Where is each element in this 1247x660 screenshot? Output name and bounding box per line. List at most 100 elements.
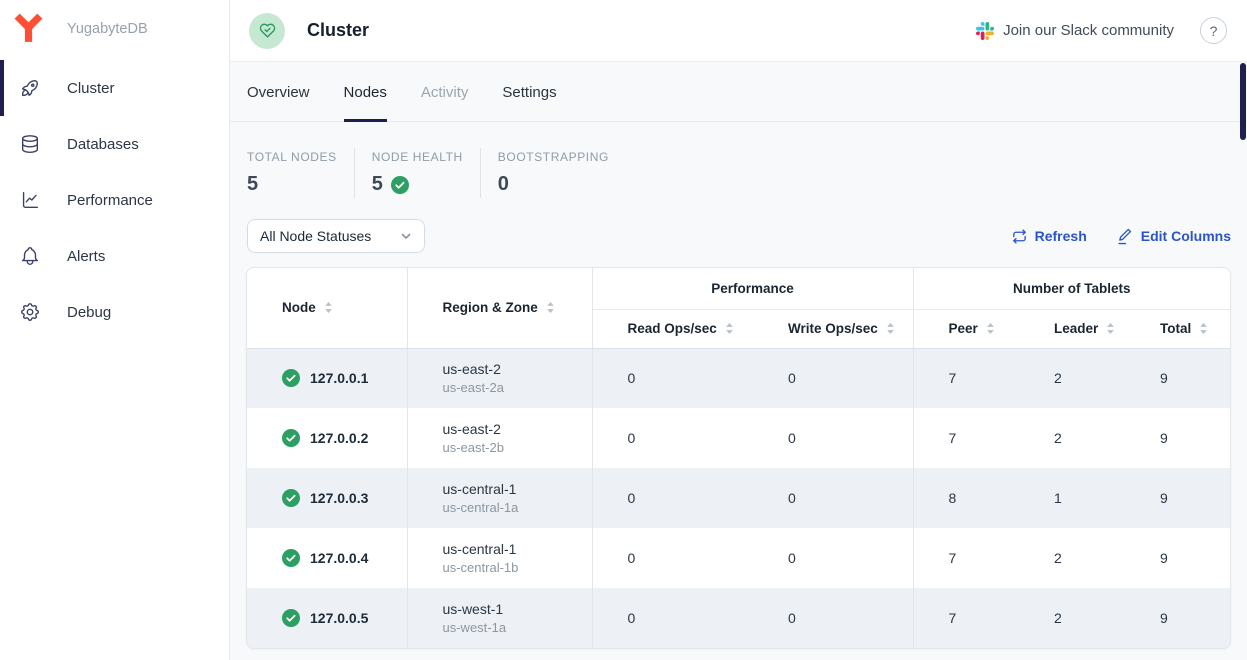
table-actions: Refresh Edit Columns	[1011, 228, 1231, 245]
table-row: 127.0.0.5 us-west-1 us-west-1a 0 0 7 2 9	[247, 588, 1230, 648]
zone: us-east-2b	[442, 440, 504, 455]
node-status-filter-select[interactable]: All Node Statuses	[247, 219, 425, 253]
read-ops-cell: 0	[627, 430, 636, 446]
tab-nodes[interactable]: Nodes	[343, 62, 388, 122]
table-row: 127.0.0.1 us-east-2 us-east-2a 0 0 7 2 9	[247, 348, 1230, 408]
stat-total-nodes: TOTAL NODES 5	[247, 148, 354, 198]
sidebar-item-label: Debug	[67, 303, 112, 321]
read-ops-cell: 0	[627, 550, 636, 566]
node-healthy-icon	[282, 429, 300, 447]
peer-cell: 8	[948, 490, 957, 506]
stat-value: 5	[372, 173, 463, 196]
edit-columns-button[interactable]: Edit Columns	[1117, 228, 1231, 245]
node-address: 127.0.0.2	[310, 430, 369, 446]
sidebar-item-performance[interactable]: Performance	[0, 172, 229, 228]
page-title: Cluster	[307, 20, 370, 40]
write-ops-cell: 0	[753, 528, 914, 588]
sort-icon	[1198, 323, 1209, 334]
node-status-filter-value: All Node Statuses	[260, 228, 372, 244]
region: us-west-1	[442, 601, 504, 617]
column-header-node[interactable]: Node	[247, 268, 408, 349]
column-header-peer[interactable]: Peer	[913, 309, 1020, 349]
peer-cell: 7	[948, 370, 957, 387]
column-header-total[interactable]: Total	[1125, 309, 1230, 349]
main-panel: Cluster Join our Slack community ? Overv	[230, 0, 1247, 660]
stat-value: 5	[247, 173, 259, 195]
leader-cell: 1	[1054, 490, 1062, 506]
zone: us-central-1a	[442, 500, 519, 515]
node-cell: 127.0.0.4	[247, 528, 408, 588]
line-chart-icon	[19, 189, 41, 211]
sort-icon	[323, 302, 334, 314]
leader-cell: 2	[1054, 610, 1062, 626]
total-cell: 9	[1160, 610, 1168, 626]
sidebar-item-label: Cluster	[67, 79, 115, 97]
sort-icon	[724, 323, 735, 334]
check-circle-icon	[390, 175, 409, 194]
sidebar-item-cluster[interactable]: Cluster	[0, 60, 229, 116]
sort-icon	[545, 302, 556, 314]
database-icon	[19, 133, 41, 155]
leader-cell: 2	[1054, 370, 1062, 387]
sort-icon	[1105, 323, 1116, 334]
node-address: 127.0.0.5	[310, 610, 369, 626]
node-healthy-icon	[282, 549, 300, 567]
node-healthy-icon	[282, 369, 300, 388]
write-ops-cell: 0	[753, 588, 914, 648]
read-ops-cell: 0	[627, 610, 636, 626]
column-header-read-ops[interactable]: Read Ops/sec	[592, 309, 753, 349]
zone: us-east-2a	[442, 380, 504, 396]
stat-number: 5	[371, 173, 383, 195]
node-stats: TOTAL NODES 5 NODE HEALTH 5 BOOTSTRAPPIN…	[247, 148, 1247, 198]
peer-cell: 7	[948, 430, 957, 446]
sort-icon	[885, 323, 896, 334]
tab-settings[interactable]: Settings	[502, 84, 557, 101]
node-address: 127.0.0.3	[310, 490, 369, 506]
brand-name: YugabyteDB	[67, 20, 148, 37]
table-row: 127.0.0.4 us-central-1 us-central-1b 0 0…	[247, 528, 1230, 588]
cluster-health-avatar	[249, 12, 285, 49]
tab-activity[interactable]: Activity	[420, 84, 469, 101]
column-header-leader[interactable]: Leader	[1019, 309, 1126, 349]
write-ops-cell: 0	[753, 468, 914, 528]
stat-label: BOOTSTRAPPING	[497, 150, 609, 164]
refresh-button[interactable]: Refresh	[1011, 228, 1087, 245]
node-cell: 127.0.0.5	[247, 588, 408, 648]
leader-cell: 2	[1054, 550, 1062, 566]
zone: us-central-1b	[442, 560, 519, 575]
node-healthy-icon	[282, 609, 300, 627]
total-cell: 9	[1160, 490, 1168, 506]
total-cell: 9	[1160, 430, 1168, 446]
read-ops-cell: 0	[627, 370, 636, 387]
slack-icon	[976, 21, 995, 40]
sidebar-item-label: Alerts	[67, 247, 106, 265]
join-slack-link[interactable]: Join our Slack community	[976, 21, 1174, 40]
sidebar-item-alerts[interactable]: Alerts	[0, 228, 229, 284]
node-healthy-icon	[282, 489, 300, 507]
zone: us-west-1a	[442, 620, 507, 635]
write-ops-cell: 0	[753, 408, 914, 468]
vertical-scrollbar-thumb[interactable]	[1240, 63, 1246, 140]
nodes-table-card: Node Region & Zone Performance Number of…	[246, 267, 1231, 649]
sidebar-item-debug[interactable]: Debug	[0, 284, 229, 340]
node-cell: 127.0.0.3	[247, 468, 408, 528]
help-button[interactable]: ?	[1200, 17, 1227, 44]
region: us-central-1	[442, 481, 517, 497]
node-address: 127.0.0.1	[310, 370, 369, 387]
leader-cell: 2	[1054, 430, 1062, 446]
total-cell: 9	[1160, 550, 1168, 566]
column-header-write-ops[interactable]: Write Ops/sec	[753, 309, 914, 349]
tab-overview[interactable]: Overview	[247, 84, 310, 101]
help-icon: ?	[1209, 22, 1218, 39]
brand-row: YugabyteDB	[0, 0, 229, 57]
sidebar-item-databases[interactable]: Databases	[0, 116, 229, 172]
join-slack-label: Join our Slack community	[1003, 22, 1174, 39]
sort-icon	[985, 323, 996, 334]
region-zone-cell: us-east-2 us-east-2b	[407, 408, 593, 468]
region-zone-cell: us-east-2 us-east-2a	[407, 348, 593, 408]
column-header-region-zone[interactable]: Region & Zone	[407, 268, 593, 349]
stat-node-health: NODE HEALTH 5	[353, 148, 480, 198]
group-header-performance: Performance	[592, 268, 914, 310]
node-cell: 127.0.0.1	[247, 348, 408, 408]
